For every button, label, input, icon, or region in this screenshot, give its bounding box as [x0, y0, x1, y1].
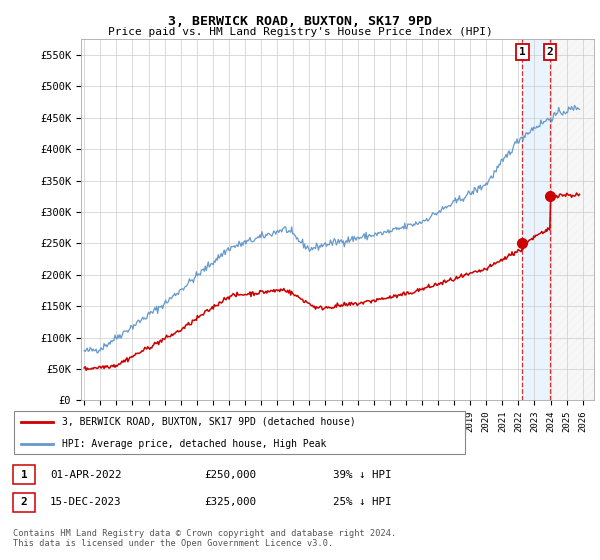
- FancyBboxPatch shape: [14, 411, 465, 454]
- Text: 1: 1: [20, 470, 28, 480]
- Text: 2: 2: [20, 497, 28, 507]
- Text: 2: 2: [547, 47, 553, 57]
- Text: 3, BERWICK ROAD, BUXTON, SK17 9PD (detached house): 3, BERWICK ROAD, BUXTON, SK17 9PD (detac…: [62, 417, 356, 427]
- Text: HPI: Average price, detached house, High Peak: HPI: Average price, detached house, High…: [62, 438, 326, 449]
- Text: 25% ↓ HPI: 25% ↓ HPI: [333, 497, 392, 507]
- Bar: [550, 39, 594, 400]
- Text: 39% ↓ HPI: 39% ↓ HPI: [333, 470, 392, 480]
- Bar: [523, 39, 550, 400]
- Text: Price paid vs. HM Land Registry's House Price Index (HPI): Price paid vs. HM Land Registry's House …: [107, 27, 493, 37]
- Text: Contains HM Land Registry data © Crown copyright and database right 2024.
This d: Contains HM Land Registry data © Crown c…: [13, 529, 397, 548]
- Text: 1: 1: [519, 47, 526, 57]
- Text: £325,000: £325,000: [204, 497, 256, 507]
- Text: 01-APR-2022: 01-APR-2022: [50, 470, 121, 480]
- Text: £250,000: £250,000: [204, 470, 256, 480]
- Text: 3, BERWICK ROAD, BUXTON, SK17 9PD: 3, BERWICK ROAD, BUXTON, SK17 9PD: [168, 15, 432, 28]
- Text: 15-DEC-2023: 15-DEC-2023: [50, 497, 121, 507]
